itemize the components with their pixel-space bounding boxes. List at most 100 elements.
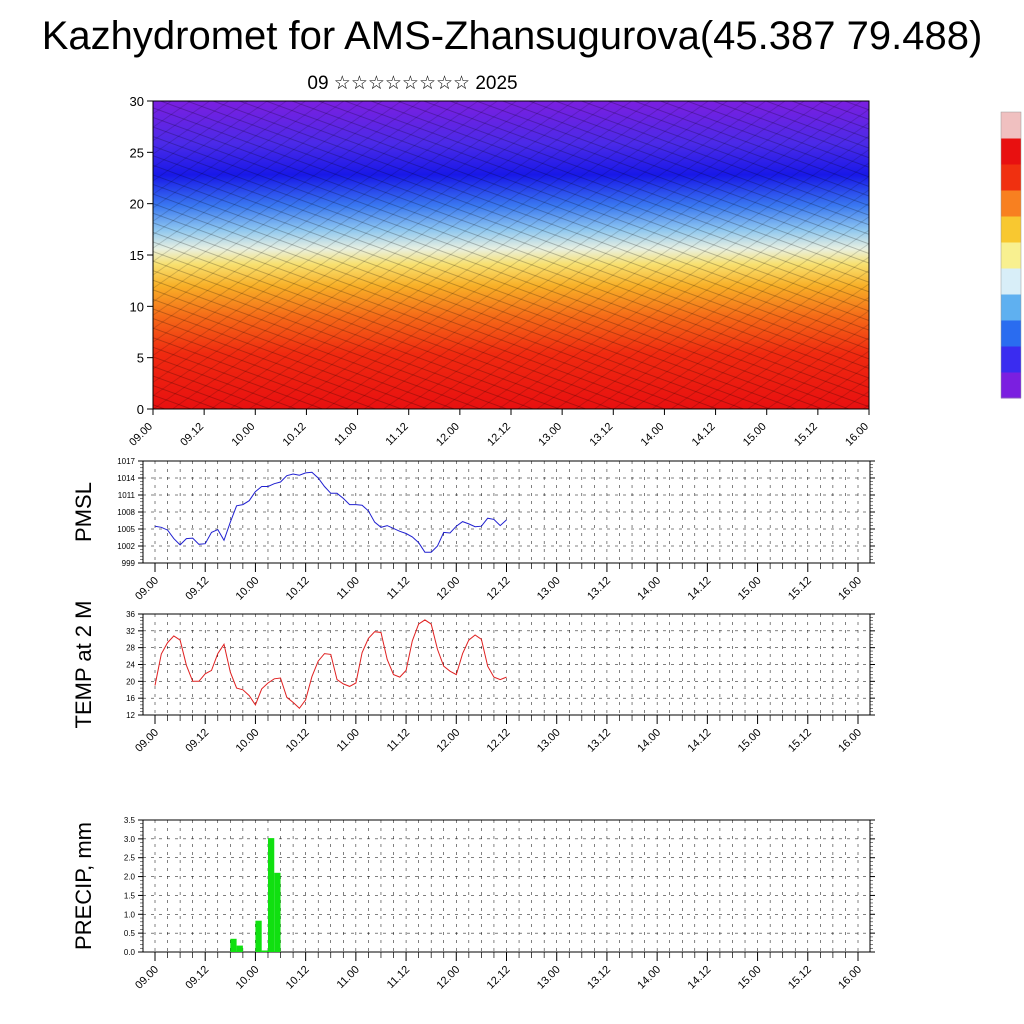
section-xtick-label: 15.12 <box>792 421 820 449</box>
temp-xtick-label: 14.00 <box>635 727 663 755</box>
precip-xtick-label: 12.12 <box>485 964 513 992</box>
temp-xtick-label: 12.12 <box>485 727 513 755</box>
precip-xtick-label: 11.00 <box>335 964 362 991</box>
pmsl-xtick-label: 12.12 <box>485 575 513 603</box>
pmsl-ytick-label: 1014 <box>117 474 135 483</box>
pmsl-panel: 999 1002 1005 1008 1011 1014 1017 09.00 09.12 10.… <box>71 457 875 603</box>
pmsl-xtick-label: 10.00 <box>234 575 262 603</box>
temp-xtick-label: 11.00 <box>335 727 362 754</box>
section-ytick-label: 5 <box>137 351 144 366</box>
section-xtick-label: 12.00 <box>434 421 462 449</box>
section-ytick-label: 20 <box>130 197 144 212</box>
pmsl-ytick-label: 1005 <box>117 525 135 534</box>
colorbar-swatch <box>1001 242 1021 269</box>
pmsl-xtick-label: 16.00 <box>836 575 864 603</box>
temp-xtick-label: 12.00 <box>434 727 462 755</box>
pmsl-xtick-label: 09.00 <box>133 575 161 603</box>
temp-xtick-label: 13.00 <box>535 727 563 755</box>
pmsl-xtick-label: 14.00 <box>635 575 663 603</box>
colorbar-swatch <box>1001 268 1021 295</box>
pmsl-line <box>154 471 507 553</box>
precip-xtick-label: 14.12 <box>686 964 714 992</box>
section-ytick-label: 15 <box>130 248 144 263</box>
temp-xtick-label: 16.00 <box>836 727 864 755</box>
pmsl-axis-title: PMSL <box>71 482 96 542</box>
colorbar-swatch <box>1001 294 1021 321</box>
section-xtick-label: 14.00 <box>639 421 667 449</box>
precip-xtick-label: 16.00 <box>836 964 864 992</box>
colorbar-swatch <box>1001 164 1021 191</box>
precip-ytick-label: 1.5 <box>124 891 136 900</box>
colorbar-swatch <box>1001 346 1021 373</box>
precip-ytick-label: 3.0 <box>124 835 136 844</box>
temp-ytick-label: 12 <box>126 711 135 720</box>
colorbar-swatch <box>1001 112 1021 139</box>
pmsl-xtick-label: 11.12 <box>385 575 412 602</box>
pmsl-ytick-label: 1011 <box>118 491 136 500</box>
temp-xtick-label: 15.12 <box>786 727 814 755</box>
section-xtick-label: 09.00 <box>127 421 155 449</box>
section-xtick-label: 10.12 <box>281 421 309 449</box>
temp-xtick-label: 10.12 <box>284 727 312 755</box>
temp-xtick-label: 11.12 <box>385 727 412 754</box>
chart-title: Kazhydromet for AMS-Zhansugurova(45.387 … <box>41 14 983 58</box>
precip-xtick-label: 13.00 <box>535 964 563 992</box>
temp-xtick-label: 13.12 <box>585 727 613 755</box>
pmsl-ytick-label: 1008 <box>117 508 135 517</box>
precip-xtick-label: 13.12 <box>585 964 613 992</box>
precip-xtick-label: 15.00 <box>736 964 764 992</box>
section-xtick-label: 13.00 <box>536 421 564 449</box>
section-xtick-label: 09.12 <box>178 421 206 449</box>
section-xtick-label: 10.00 <box>229 421 257 449</box>
precip-bar <box>230 938 237 952</box>
temp-xtick-label: 15.00 <box>736 727 764 755</box>
section-xtick-label: 14.12 <box>690 421 718 449</box>
precip-ytick-label: 0.0 <box>124 948 136 957</box>
precip-bar <box>274 872 281 952</box>
colorbar-swatch <box>1001 320 1021 347</box>
precip-bar <box>267 838 275 952</box>
precip-ytick-label: 2.5 <box>124 854 136 863</box>
pmsl-ytick-label: 1002 <box>117 542 135 551</box>
section-xtick-label: 11.00 <box>332 421 359 448</box>
precip-xtick-label: 10.00 <box>234 964 262 992</box>
pmsl-xtick-label: 10.12 <box>284 575 312 603</box>
precip-bar <box>255 920 262 952</box>
section-xtick-label: 15.00 <box>741 421 769 449</box>
precip-xtick-label: 09.00 <box>133 964 161 992</box>
colorbar-swatch <box>1001 138 1021 165</box>
wind-streamlines-2 <box>153 101 869 409</box>
colorbar-frame <box>1000 111 1022 399</box>
temp-ytick-label: 20 <box>126 677 135 686</box>
pmsl-xtick-label: 15.12 <box>786 575 814 603</box>
precipitation-panel: 0.0 0.5 1.0 1.5 2.0 2.5 3.0 3.5 09.00 09.12 10.00 1… <box>71 816 875 992</box>
temp-ytick-label: 32 <box>126 627 135 636</box>
precip-ytick-label: 2.0 <box>124 873 136 882</box>
precip-bar <box>236 945 243 952</box>
colorbar-swatch <box>1001 190 1021 217</box>
precip-bar <box>261 950 268 952</box>
pmsl-ytick-label: 999 <box>122 559 136 568</box>
colorbar-swatch <box>1001 372 1021 399</box>
precip-xtick-label: 11.12 <box>385 964 412 991</box>
colorbar-swatch <box>1001 216 1021 243</box>
section-ytick-label: 10 <box>130 299 144 314</box>
pmsl-xtick-label: 15.00 <box>736 575 764 603</box>
section-ytick-label: 0 <box>137 402 144 417</box>
chart-subtitle: 09 ☆☆☆☆☆☆☆☆ 2025 <box>307 73 518 94</box>
temp-xtick-label: 09.00 <box>133 727 161 755</box>
precip-axis-title: PRECIP, mm <box>71 822 96 950</box>
pmsl-xtick-label: 12.00 <box>434 575 462 603</box>
section-xtick-label: 12.12 <box>485 421 513 449</box>
pmsl-ytick-label: 1017 <box>117 457 135 466</box>
temp-xtick-label: 14.12 <box>686 727 714 755</box>
precip-ytick-label: 3.5 <box>124 816 136 825</box>
precip-xtick-label: 12.00 <box>434 964 462 992</box>
pmsl-xtick-label: 09.12 <box>183 575 211 603</box>
section-xtick-label: 11.12 <box>383 421 410 448</box>
temp-axis-title: TEMP at 2 M <box>71 601 96 729</box>
temp-ytick-label: 24 <box>126 661 135 670</box>
pmsl-xtick-label: 13.12 <box>585 575 613 603</box>
precip-ytick-label: 1.0 <box>124 910 136 919</box>
